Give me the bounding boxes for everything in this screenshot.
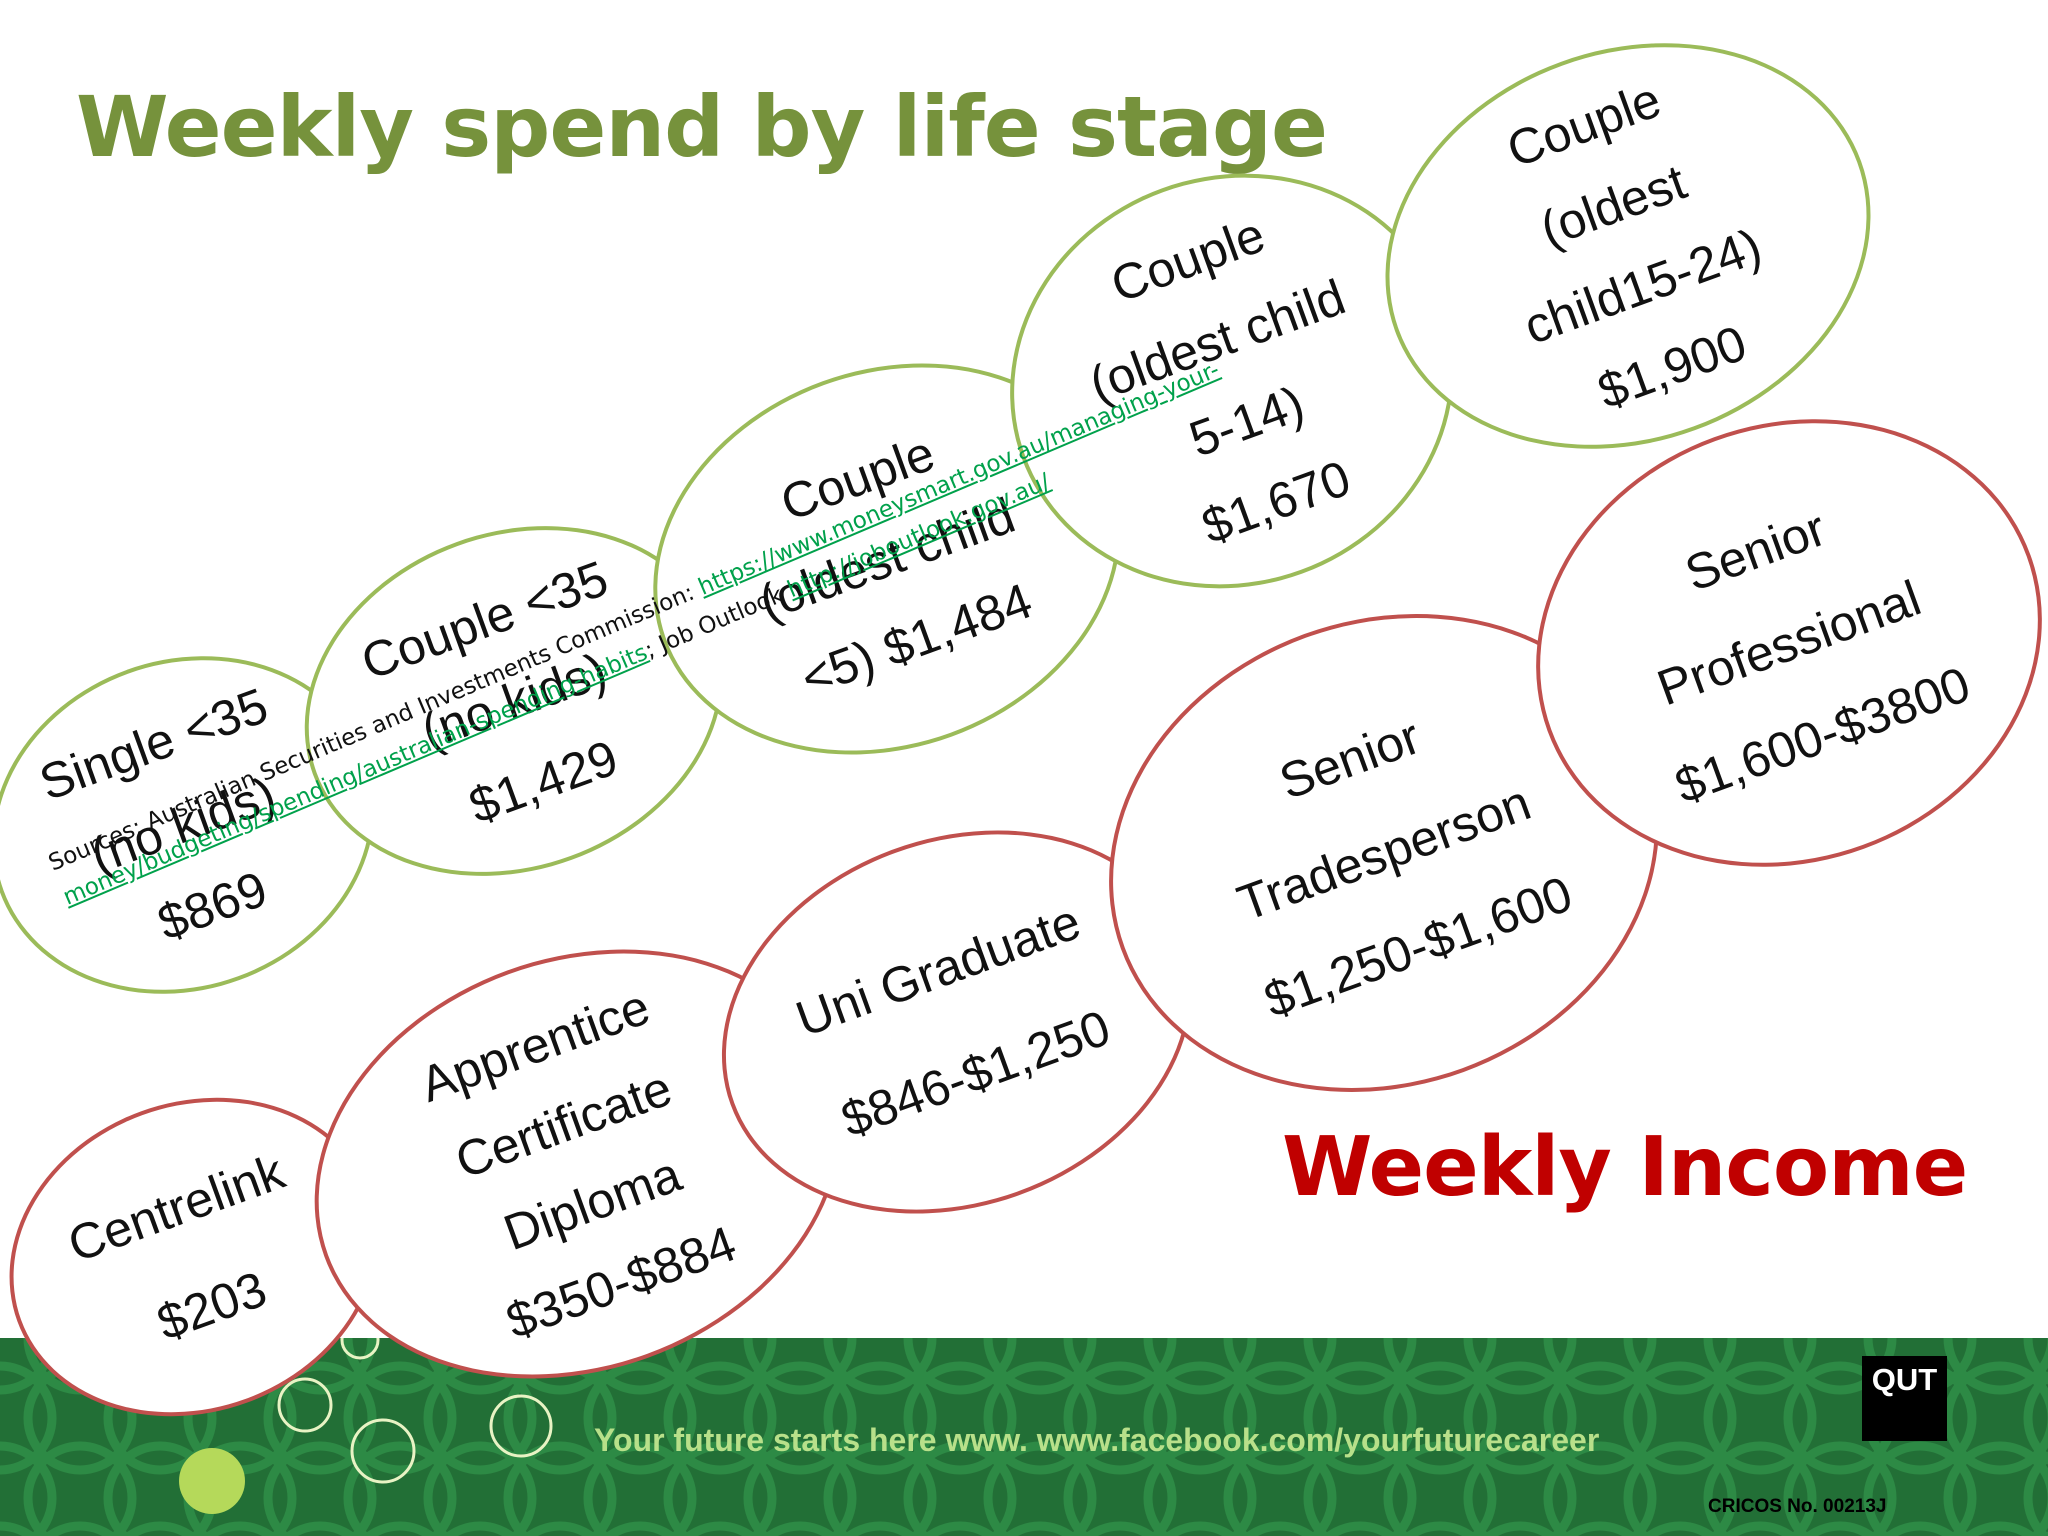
- bubble-text: Senior Professional $1,600-$3800: [1594, 452, 1985, 834]
- qut-logo-text: QUT: [1871, 1362, 1938, 1397]
- decor-ring: [350, 1418, 416, 1484]
- footer-pattern: [0, 1338, 2048, 1536]
- qut-logo: QUT: [1862, 1356, 1947, 1441]
- decor-ring: [277, 1377, 333, 1433]
- bubble-text: Uni Graduate $846-$1,250: [780, 868, 1135, 1176]
- footer-tagline: Your future starts here www. www.faceboo…: [594, 1422, 1600, 1458]
- decor-dot: [179, 1448, 245, 1514]
- decor-ring: [489, 1394, 553, 1458]
- weekly-income-label: Weekly Income: [1282, 1120, 1968, 1215]
- bubble-text: Senior Tradesperson $1,250-$1,600: [1181, 657, 1587, 1049]
- footer-band: Your future starts here www. www.faceboo…: [0, 1338, 2048, 1536]
- decor-ring: [340, 1338, 380, 1360]
- cricos-number: CRICOS No. 00213J: [1708, 1496, 1887, 1517]
- bubble-text: Apprentice Certificate Diploma $350-$884: [408, 965, 748, 1363]
- slide-title: Weekly spend by life stage: [76, 78, 1328, 176]
- bubble-text: Couple (oldest child15-24) $1,900: [1453, 42, 1803, 450]
- bubble-text: Centrelink $203: [53, 1121, 336, 1393]
